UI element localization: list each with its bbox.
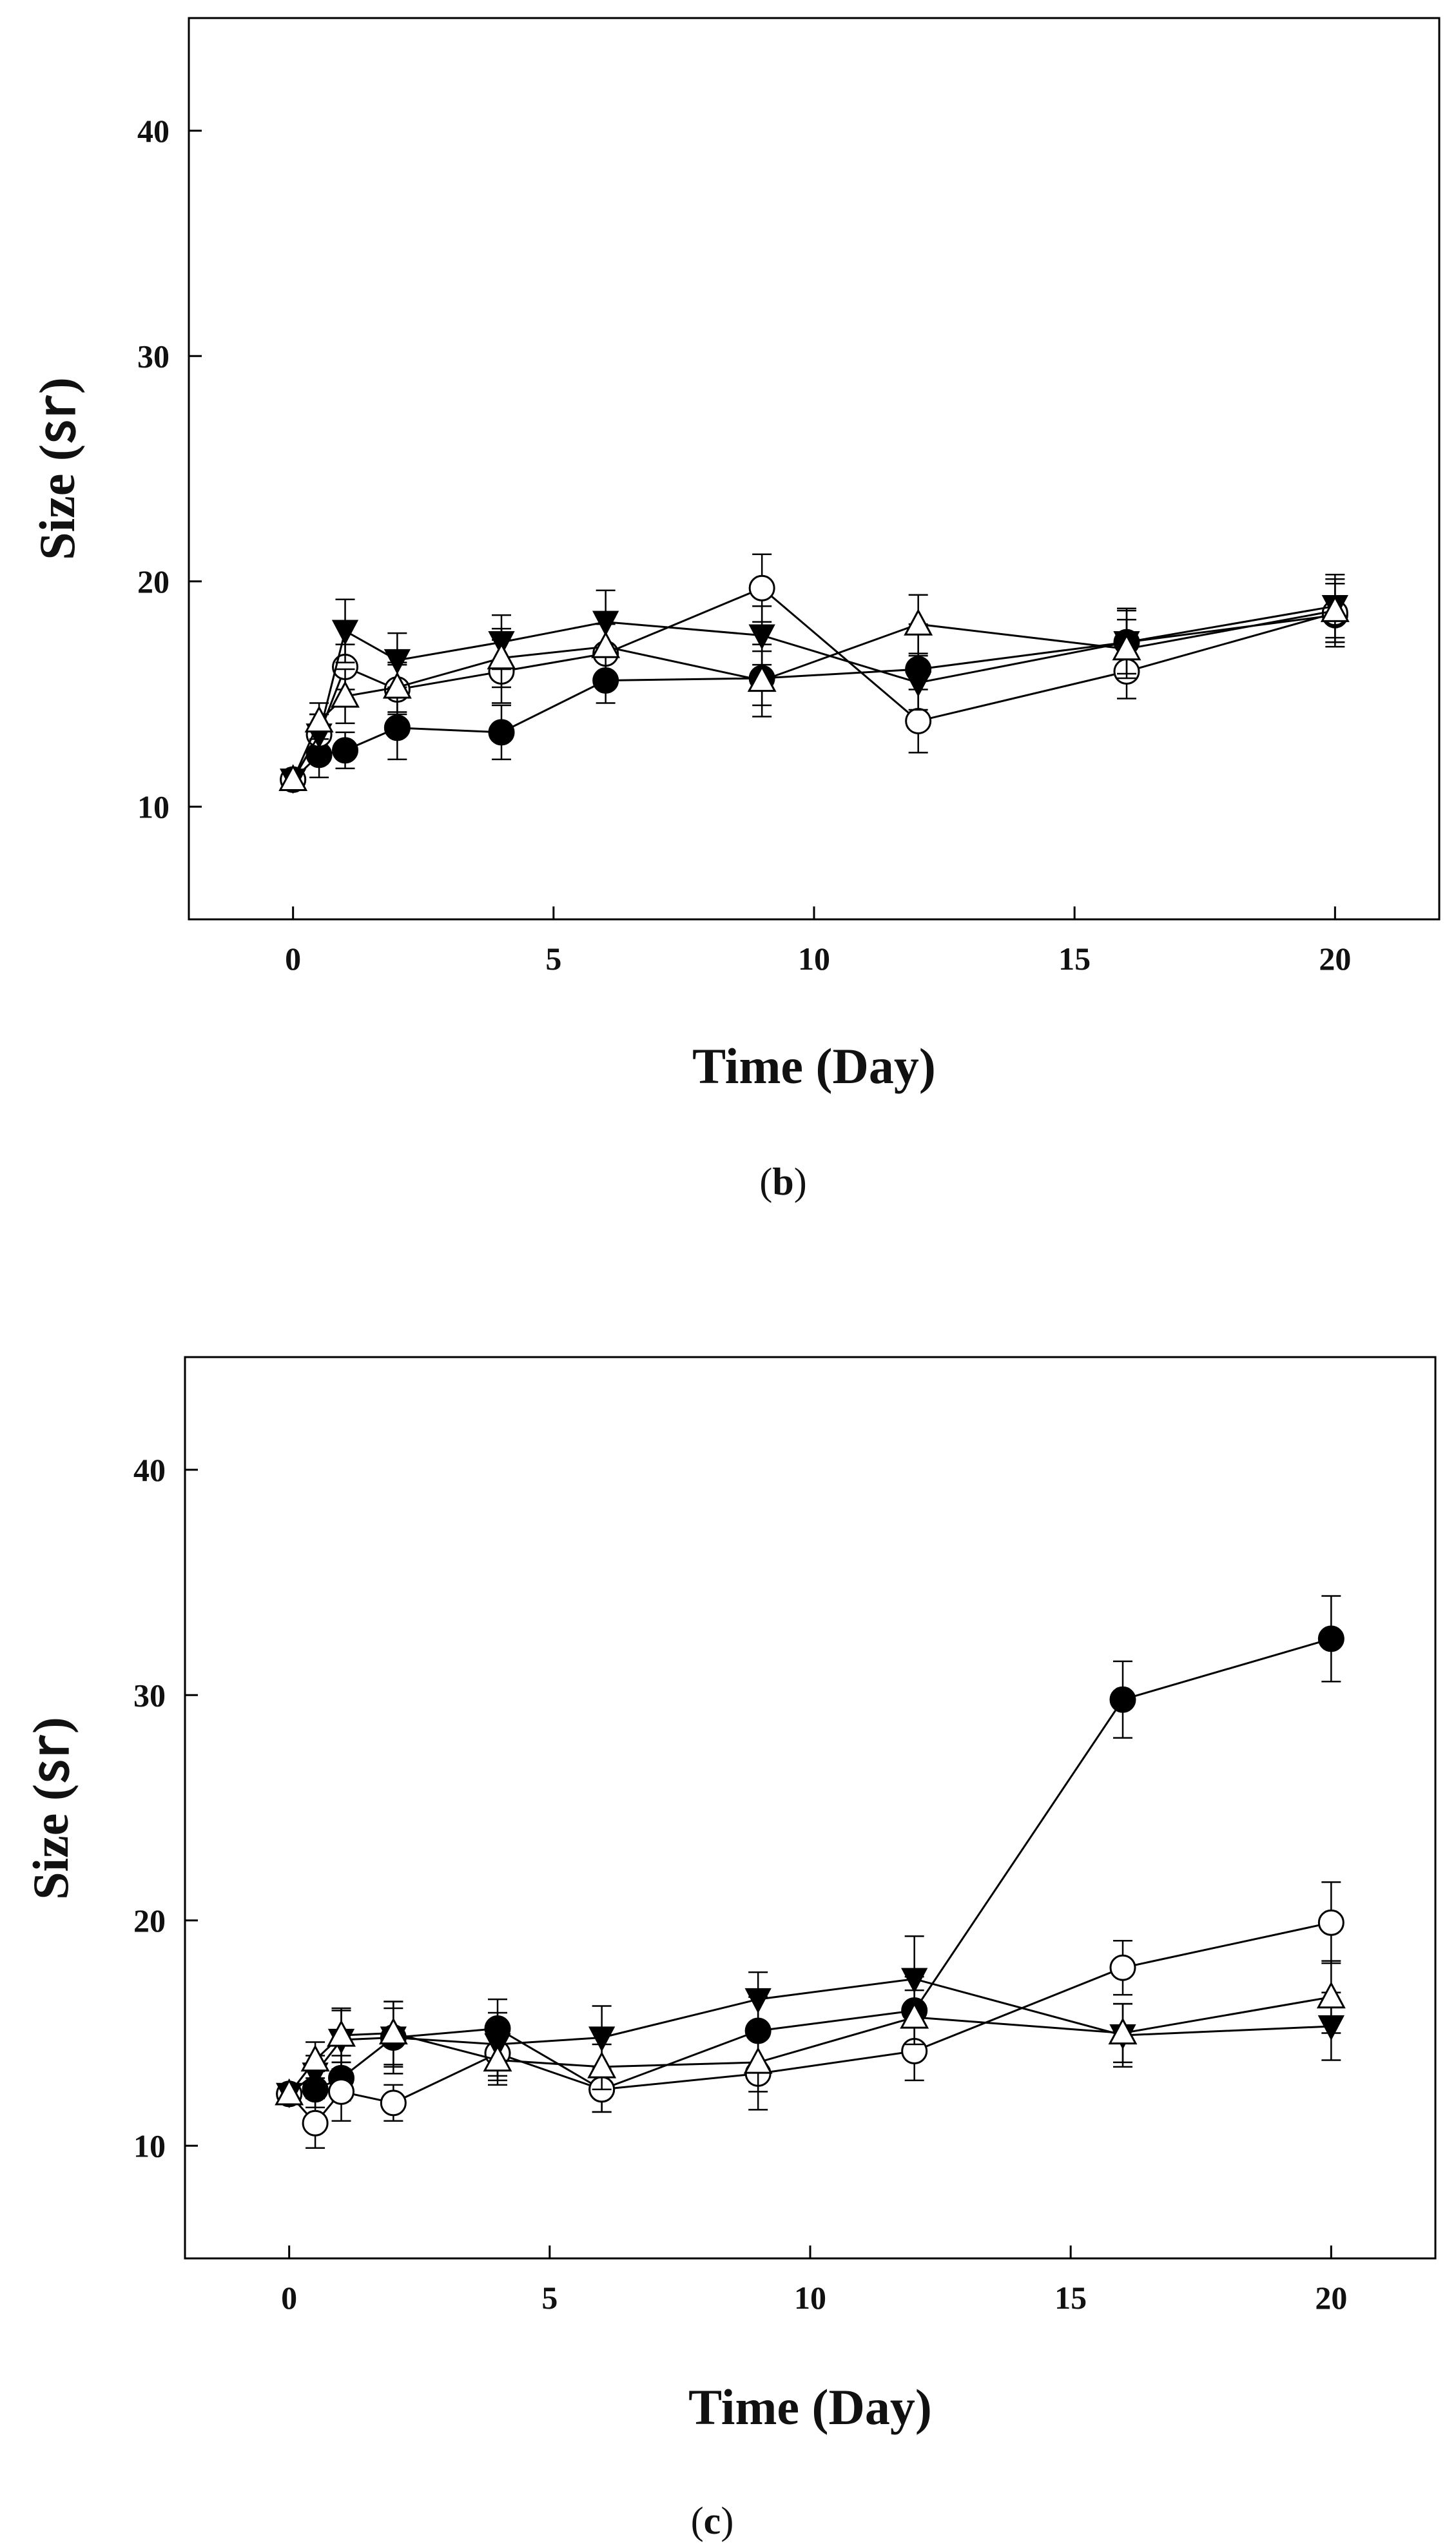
series-line (289, 1638, 1332, 2095)
data-point (1109, 1954, 1136, 1981)
data-point (382, 671, 412, 699)
data-point (383, 649, 411, 675)
y-tick-label: 10 (137, 788, 170, 825)
data-point (1316, 1981, 1346, 2009)
panel-c: 0 5 10 15 20 10 20 30 40 Time (Day) Size (㏛) (c) (23, 1356, 1437, 2542)
series-line (292, 605, 1335, 781)
data-point (378, 2017, 408, 2045)
x-tick-label: 5 (545, 941, 561, 977)
y-tick-label: 40 (137, 113, 170, 149)
series-line (288, 1978, 1332, 2095)
data-point (380, 2089, 407, 2117)
x-axis-title: Time (Day) (692, 1038, 936, 1094)
data-point (278, 764, 308, 791)
x-tick-label: 20 (1319, 941, 1351, 977)
plot-frame (188, 17, 1441, 921)
y-tick-label: 20 (137, 563, 170, 600)
x-tick-label: 20 (1315, 2280, 1347, 2316)
data-point (587, 2051, 617, 2079)
data-point (900, 2001, 929, 2029)
y-tick-label: 20 (133, 1903, 166, 1939)
data-point (331, 680, 360, 708)
series-open-triangle (275, 1960, 1346, 2106)
series-line (288, 1921, 1332, 2125)
data-point (904, 609, 933, 636)
data-point (1109, 1686, 1136, 1713)
series-filled-triangle (280, 574, 1348, 794)
data-point (1317, 1625, 1344, 1652)
panel-label-letter: c (704, 2500, 721, 2542)
y-axis-title: Size (㏛) (23, 1717, 79, 1900)
series-line (288, 1996, 1332, 2095)
data-point (748, 574, 775, 602)
x-tick-label: 15 (1058, 941, 1091, 977)
data-point (327, 2019, 356, 2047)
plot-frame (184, 1356, 1437, 2260)
data-point (905, 707, 932, 734)
y-tick-label: 30 (137, 338, 170, 374)
data-point (1112, 633, 1141, 661)
x-tick-label: 10 (798, 941, 830, 977)
data-point (901, 1968, 928, 1993)
series-open-circle (280, 553, 1348, 793)
series-line (292, 614, 1335, 781)
data-point (905, 671, 932, 698)
data-point (748, 624, 775, 650)
x-tick-label: 15 (1054, 2280, 1087, 2316)
chart-marks: 0 5 10 15 20 10 20 30 40 (133, 1452, 1347, 2316)
data-point (383, 714, 411, 741)
panel-label: (c) (691, 2500, 734, 2542)
data-point (747, 665, 777, 692)
series-open-circle (276, 1881, 1344, 2149)
data-point (487, 642, 516, 670)
data-point (744, 1988, 772, 2014)
panel-label: (b) (759, 1160, 806, 1203)
x-tick-label: 10 (794, 2280, 826, 2316)
series-filled-circle (280, 582, 1348, 793)
data-point (1317, 1909, 1344, 1936)
x-tick-label: 5 (541, 2280, 558, 2316)
data-point (332, 737, 358, 764)
y-tick-label: 40 (133, 1452, 166, 1488)
data-point (328, 2078, 354, 2105)
y-tick-label: 10 (133, 2128, 166, 2164)
data-point (1108, 2017, 1138, 2045)
series-open-triangle (278, 578, 1350, 791)
series-filled-circle (276, 1595, 1344, 2113)
data-point (588, 2026, 616, 2052)
panel-label-letter: b (772, 1160, 793, 1203)
data-point (743, 2046, 773, 2074)
panel-b: 0 5 10 15 20 10 20 30 40 Time (Day) Size (㏛) (b) (29, 17, 1441, 1203)
x-axis-title: Time (Day) (688, 2379, 932, 2435)
data-point (300, 2044, 330, 2072)
data-point (304, 705, 334, 733)
y-axis-title: Size (㏛) (29, 377, 85, 560)
data-point (302, 2109, 329, 2137)
data-point (591, 631, 621, 658)
series-line (292, 609, 1335, 780)
data-point (331, 620, 359, 645)
chart-marks: 0 5 10 15 20 10 20 30 40 (137, 113, 1351, 977)
data-point (1320, 595, 1350, 622)
x-tick-label: 0 (285, 941, 301, 977)
data-point (483, 2044, 512, 2072)
x-tick-label: 0 (281, 2280, 297, 2316)
data-point (275, 2078, 304, 2106)
series-line (292, 587, 1335, 781)
y-tick-label: 30 (133, 1677, 166, 1713)
data-point (488, 719, 515, 746)
